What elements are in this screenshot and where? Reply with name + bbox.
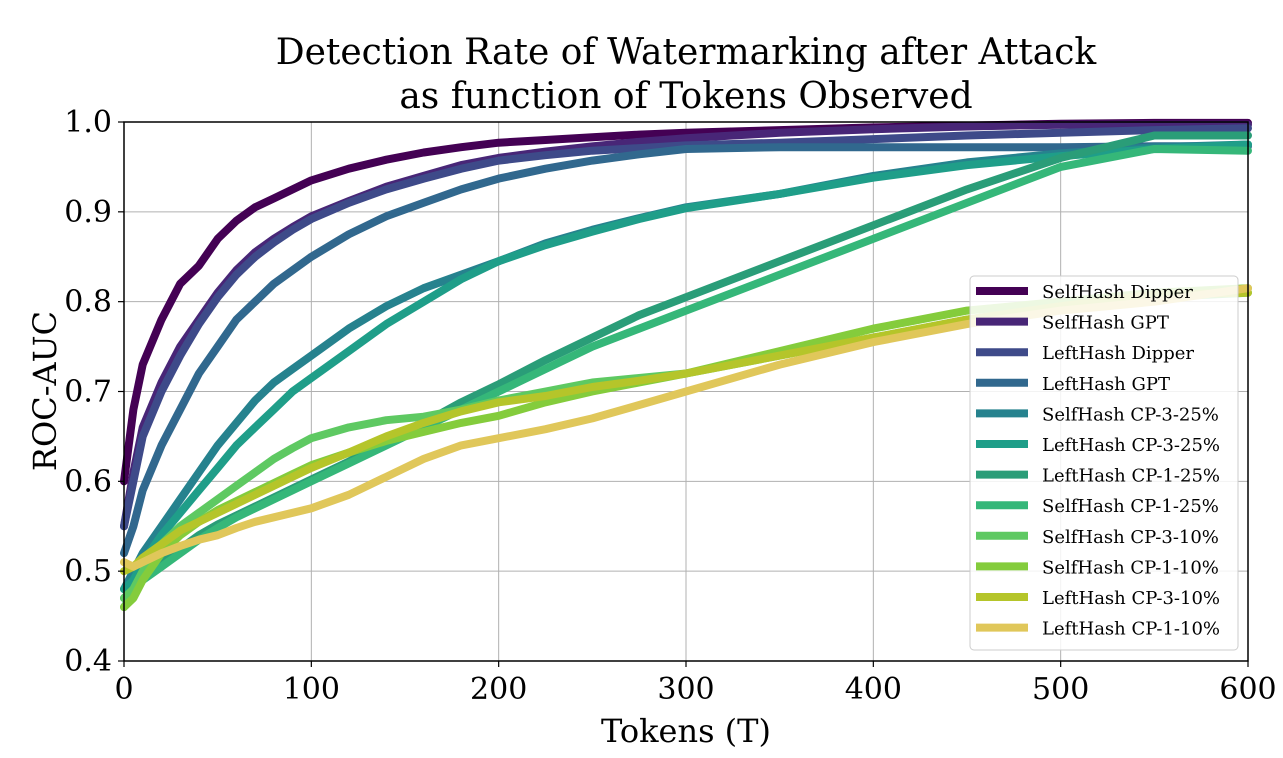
legend-label-selfhash-cp-3-25pct: SelfHash CP-3-25% bbox=[1042, 404, 1219, 425]
legend-label-lefthash-cp-1-10pct: LeftHash CP-1-10% bbox=[1042, 619, 1220, 640]
chart-subtitle: as function of Tokens Observed bbox=[399, 76, 972, 117]
legend: SelfHash Dipper SelfHash GPT LeftHash Dipp… bbox=[969, 275, 1239, 651]
series-lines bbox=[120, 118, 1252, 612]
y-tick-label: 0.5 bbox=[64, 554, 112, 589]
legend-label-lefthash-cp-3-25pct: LeftHash CP-3-25% bbox=[1042, 435, 1220, 456]
series-line-lefthash-cp-3-25pct bbox=[120, 140, 1252, 594]
series-line-lefthash-dipper bbox=[120, 124, 1252, 531]
series-line-lefthash-cp-1-10pct bbox=[120, 284, 1252, 571]
axis-ticks: 0 100 200 300 400 500 600 0.4 0.5 0.6 0.7 0.8 0.9 1.0 bbox=[64, 105, 1276, 707]
legend-label-selfhash-cp-1-25pct: SelfHash CP-1-25% bbox=[1042, 496, 1219, 517]
x-axis-label: Tokens (T) bbox=[601, 712, 771, 750]
legend-label-selfhash-cp-3-10pct: SelfHash CP-3-10% bbox=[1042, 527, 1219, 548]
y-tick-label: 0.4 bbox=[64, 644, 112, 679]
series-line-lefthash-cp-3-10pct bbox=[120, 288, 1252, 576]
legend-label-selfhash-cp-1-10pct: SelfHash CP-1-10% bbox=[1042, 557, 1219, 578]
y-tick-label: 1.0 bbox=[64, 105, 112, 140]
legend-box bbox=[969, 275, 1239, 651]
legend-label-lefthash-cp-1-25pct: LeftHash CP-1-25% bbox=[1042, 466, 1220, 487]
legend-label-selfhash-dipper: SelfHash Dipper bbox=[1042, 282, 1193, 303]
y-tick-label: 0.6 bbox=[64, 464, 112, 499]
series-line-selfhash-cp-1-25pct bbox=[120, 145, 1252, 612]
y-tick-label: 0.9 bbox=[64, 195, 112, 230]
legend-label-lefthash-dipper: LeftHash Dipper bbox=[1042, 343, 1194, 364]
y-tick-label: 0.8 bbox=[64, 285, 112, 320]
x-tick-label: 400 bbox=[845, 672, 902, 707]
x-tick-label: 200 bbox=[470, 672, 527, 707]
x-tick-label: 500 bbox=[1032, 672, 1089, 707]
y-axis-label: ROC-AUC bbox=[26, 311, 64, 471]
x-tick-label: 100 bbox=[283, 672, 340, 707]
legend-label-lefthash-cp-3-10pct: LeftHash CP-3-10% bbox=[1042, 588, 1220, 609]
x-tick-label: 300 bbox=[657, 672, 714, 707]
chart-title: Detection Rate of Watermarking after Att… bbox=[276, 32, 1098, 73]
x-tick-label: 600 bbox=[1219, 672, 1276, 707]
legend-label-selfhash-gpt: SelfHash GPT bbox=[1042, 313, 1169, 334]
series-line-lefthash-gpt bbox=[120, 142, 1252, 558]
y-tick-label: 0.7 bbox=[64, 375, 112, 410]
x-tick-label: 0 bbox=[114, 672, 133, 707]
legend-label-lefthash-gpt: LeftHash GPT bbox=[1042, 374, 1170, 395]
